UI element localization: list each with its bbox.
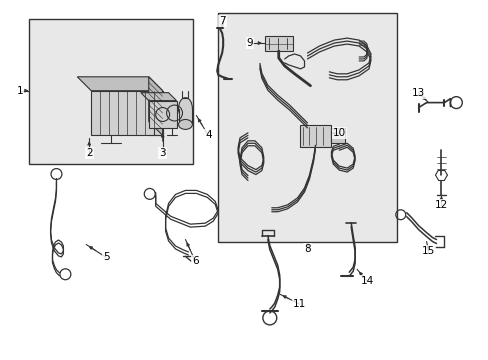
Bar bbox=[299, 125, 331, 147]
Text: 12: 12 bbox=[434, 200, 447, 210]
Text: 9: 9 bbox=[246, 38, 253, 48]
Text: 14: 14 bbox=[360, 276, 373, 286]
Text: 1: 1 bbox=[17, 86, 23, 96]
Bar bbox=[331, 129, 345, 143]
Text: 10: 10 bbox=[332, 129, 345, 138]
Ellipse shape bbox=[178, 120, 192, 129]
Polygon shape bbox=[91, 91, 163, 135]
Bar bbox=[264, 36, 292, 51]
Text: 13: 13 bbox=[411, 88, 425, 98]
Bar bbox=[29, 19, 193, 164]
Bar bbox=[148, 100, 176, 129]
Polygon shape bbox=[141, 93, 176, 100]
Bar bbox=[178, 109, 192, 125]
Bar bbox=[218, 13, 396, 242]
Text: 3: 3 bbox=[159, 148, 165, 158]
Text: 11: 11 bbox=[292, 299, 305, 309]
Text: 15: 15 bbox=[421, 247, 434, 256]
Ellipse shape bbox=[178, 98, 192, 120]
Text: 7: 7 bbox=[219, 16, 225, 26]
Text: 4: 4 bbox=[204, 130, 211, 140]
Text: 5: 5 bbox=[102, 252, 109, 262]
Polygon shape bbox=[77, 77, 163, 91]
Text: 2: 2 bbox=[86, 148, 92, 158]
Polygon shape bbox=[148, 77, 163, 135]
Text: 8: 8 bbox=[304, 244, 310, 255]
Text: 6: 6 bbox=[192, 256, 198, 266]
